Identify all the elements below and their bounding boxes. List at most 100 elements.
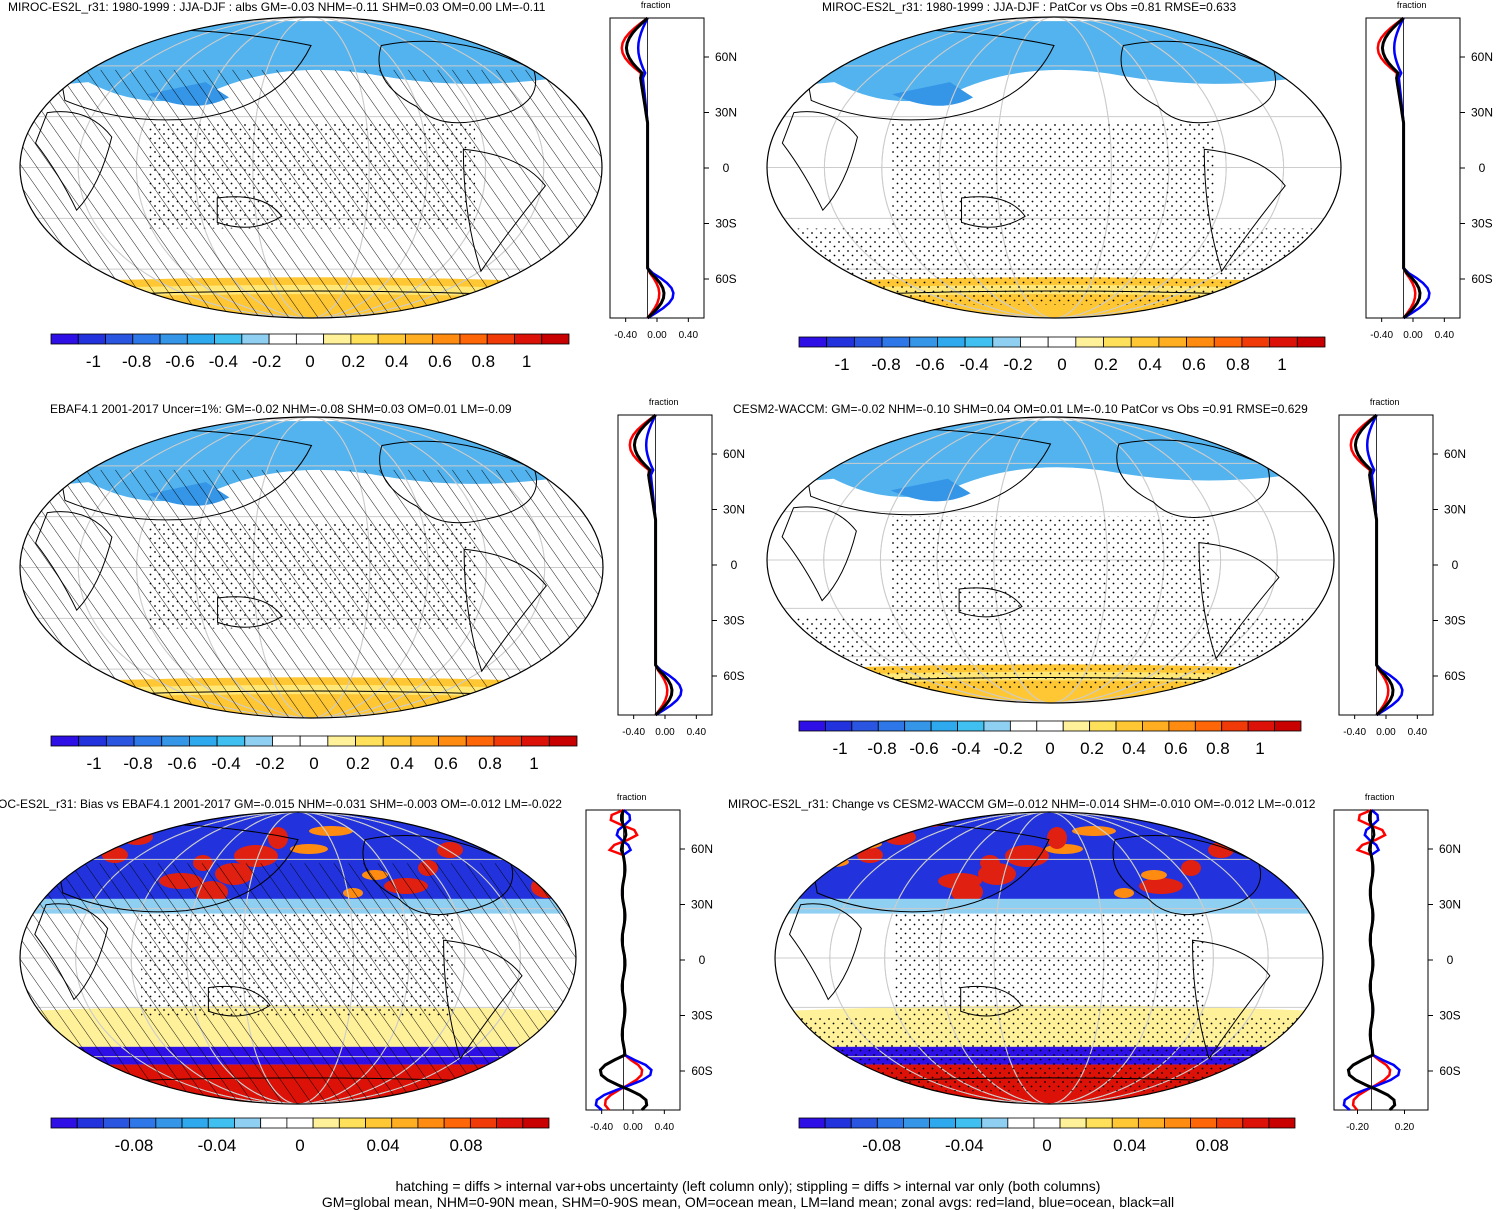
lat-label: 30S <box>691 1009 712 1023</box>
panel-title: MIROC-ES2L_r31: 1980-1999 : JJA-DJF : Pa… <box>822 0 1237 14</box>
x-tick-label: 0.40 <box>687 727 707 738</box>
zonal-all-curve <box>1353 413 1395 717</box>
fraction-label: fraction <box>1365 792 1395 802</box>
bias-blob <box>777 858 815 880</box>
colorbar-swatch <box>216 735 246 747</box>
colorbar-swatch <box>77 333 106 345</box>
coastline <box>788 903 862 1001</box>
colorbar-swatch <box>181 1117 209 1129</box>
colorbar-tick-label: -0.6 <box>165 352 194 371</box>
colorbar-swatch <box>1075 336 1104 348</box>
bias-blob <box>817 857 849 867</box>
colorbar-tick-label: 0.04 <box>366 1136 399 1155</box>
colorbar-swatch <box>877 720 906 732</box>
zonal-ocean-curve <box>1392 17 1431 320</box>
colorbar-swatch <box>214 333 243 345</box>
bias-blob <box>65 839 103 849</box>
snow-cover-region <box>890 478 971 502</box>
lat-label: 30N <box>723 503 745 517</box>
zonal-all-curve <box>1380 16 1422 320</box>
colorbar-tick-label: 0.4 <box>1122 739 1146 758</box>
colorbar-6: -0.08 -0.04 0 0.04 0.08 <box>798 1117 1296 1155</box>
colorbar-swatch <box>541 333 570 345</box>
colorbar-swatch <box>992 336 1021 348</box>
colorbar-swatch <box>521 735 550 747</box>
colorbar-swatch <box>438 735 467 747</box>
x-tick-label: 0.00 <box>1376 727 1396 738</box>
colorbar-swatch <box>355 735 384 747</box>
colorbar-tick-label: -0.6 <box>167 754 196 773</box>
stippling-overlay <box>147 521 476 629</box>
colorbar-swatch <box>241 333 270 345</box>
zonal-profile-6: fraction 60N 30N 0 30S 60S -0.20 0.20 <box>1333 792 1461 1133</box>
colorbar-tick-label: -0.8 <box>123 754 152 773</box>
lat-label: 0 <box>723 161 730 175</box>
colorbar-2: -1 -0.8 -0.6 -0.4 -0.2 0 0.2 0.4 0.6 0.8 1 <box>798 336 1326 374</box>
fraction-label: fraction <box>1397 0 1427 10</box>
colorbar-swatch <box>1033 1117 1061 1129</box>
colorbar-tick-label: 0 <box>305 352 314 371</box>
lat-label: 60N <box>1444 447 1466 461</box>
colorbar-swatch <box>207 1117 235 1129</box>
fraction-label: fraction <box>641 0 671 10</box>
graticule-meridian <box>879 417 1222 703</box>
colorbar-tick-label: 0.8 <box>1226 355 1250 374</box>
colorbar-tick-label: -0.04 <box>945 1136 984 1155</box>
colorbar-swatch <box>486 333 515 345</box>
panel-title: OC-ES2L_r31: Bias vs EBAF4.1 2001-2017 G… <box>0 797 562 811</box>
x-tick-label: 0.40 <box>1408 727 1428 738</box>
bias-blob <box>456 824 488 840</box>
x-tick-label: 0.00 <box>1403 330 1423 341</box>
colorbar-1: -1 -0.8 -0.6 -0.4 -0.2 0 0.2 0.4 0.6 0.8 1 <box>50 333 570 371</box>
colorbar-tick-label: -1 <box>834 355 849 374</box>
x-tick-label: -0.20 <box>1346 1122 1369 1133</box>
colorbar-tick-label: 0 <box>1042 1136 1051 1155</box>
colorbar-swatch <box>244 735 273 747</box>
colorbar-swatch <box>459 333 488 345</box>
bias-blob <box>775 813 783 823</box>
zonal-plot-frame <box>585 809 681 1111</box>
colorbar-tick-label: -0.8 <box>122 352 151 371</box>
fraction-label: fraction <box>649 397 679 407</box>
lat-label: 0 <box>1452 558 1459 572</box>
x-tick-label: -0.40 <box>1343 727 1366 738</box>
colorbar-swatch <box>260 1117 288 1129</box>
x-tick-label: 0.20 <box>1395 1122 1415 1133</box>
panel-title: MIROC-ES2L_r31: 1980-1999 : JJA-DJF : al… <box>8 0 546 14</box>
colorbar-swatch <box>798 720 826 732</box>
stippling-overlay <box>767 618 1334 691</box>
colorbar-tick-label: -0.4 <box>959 355 988 374</box>
coastline <box>1120 40 1276 124</box>
stippling-overlay <box>894 913 1204 1018</box>
colorbar-tick-label: -0.6 <box>909 739 938 758</box>
colorbar-swatch <box>851 720 879 732</box>
graticule-meridian <box>829 812 1269 1104</box>
colorbar-swatch <box>1036 720 1064 732</box>
colorbar-swatch <box>1190 1117 1218 1129</box>
coastline <box>781 111 859 212</box>
bias-blob <box>27 875 53 885</box>
colorbar-swatch <box>930 720 958 732</box>
colorbar-swatch <box>410 735 439 747</box>
colorbar-swatch <box>1009 720 1038 732</box>
colorbar-swatch <box>327 735 356 747</box>
colorbar-swatch <box>295 333 325 345</box>
colorbar-swatch <box>929 1117 957 1129</box>
colorbar-swatch <box>1241 336 1271 348</box>
colorbar-swatch <box>1242 1117 1270 1129</box>
lat-label: 60S <box>1444 669 1465 683</box>
colorbar-swatch <box>155 1117 183 1129</box>
colorbar-swatch <box>377 333 406 345</box>
bias-blob <box>1248 832 1268 854</box>
colorbar-swatch <box>957 720 985 732</box>
colorbar-swatch <box>798 336 828 348</box>
bias-blob <box>857 847 883 863</box>
colorbar-swatch <box>50 735 80 747</box>
colorbar-swatch <box>272 735 301 747</box>
colorbar-swatch <box>903 1117 930 1129</box>
colorbar-swatch <box>1089 720 1117 732</box>
panel-title: MIROC-ES2L_r31: Change vs CESM2-WACCM GM… <box>728 797 1316 811</box>
lat-label: 60N <box>715 50 737 64</box>
colorbar-swatch <box>493 735 523 747</box>
colorbar-tick-label: -0.08 <box>115 1136 154 1155</box>
